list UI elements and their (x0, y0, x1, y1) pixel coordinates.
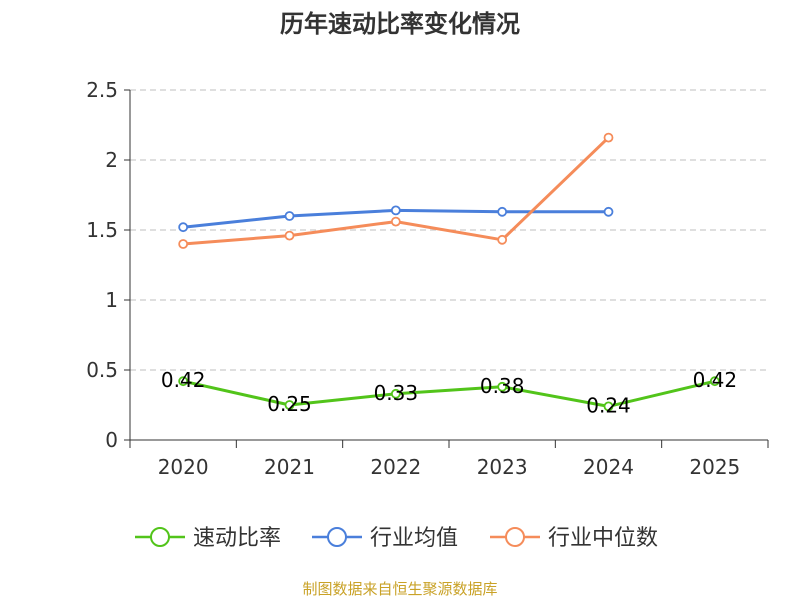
data-point (603, 132, 614, 143)
data-label: 0.42 (693, 368, 738, 392)
y-tick-label: 0.5 (86, 358, 118, 382)
data-label: 0.25 (267, 392, 312, 416)
data-point (178, 376, 189, 387)
data-point (178, 239, 189, 249)
series-line (182, 379, 716, 408)
data-point (390, 216, 401, 227)
legend-marker (327, 527, 347, 547)
data-point (497, 206, 508, 217)
legend-label: 速动比率 (193, 526, 281, 551)
data-point (390, 205, 401, 216)
data-label: 0.24 (586, 393, 631, 417)
legend-marker (505, 527, 525, 547)
data-point (497, 381, 508, 392)
data-point (284, 211, 295, 221)
y-tick-label: 1 (105, 288, 118, 312)
x-tick-label: 2025 (689, 455, 740, 479)
data-labels: 0.42 0.25 0.33 0.38 0.24 0.42 (161, 368, 737, 417)
source-note: 制图数据来自恒生聚源数据库 (302, 580, 497, 598)
chart-title: 历年速动比率变化情况 (280, 10, 520, 38)
x-tick-label: 2020 (158, 455, 209, 479)
data-point (284, 230, 295, 241)
x-tick-label: 2021 (264, 455, 315, 479)
y-tick-label: 0 (105, 428, 118, 452)
data-label: 0.38 (480, 374, 525, 398)
x-tick-label: 2022 (370, 455, 421, 479)
data-label: 0.42 (161, 368, 206, 392)
series-line (183, 136, 610, 246)
grid (130, 89, 768, 371)
data-point (178, 222, 189, 233)
legend-item[interactable]: 速动比率 (135, 526, 281, 551)
data-point (390, 388, 401, 399)
data-point (284, 400, 295, 410)
data-point (603, 206, 614, 217)
data-point (603, 401, 614, 412)
legend-item[interactable]: 行业中位数 (490, 526, 658, 551)
series-group (178, 132, 720, 412)
y-tick-label: 1.5 (86, 218, 118, 242)
y-tick-label: 2 (105, 148, 118, 172)
legend-label: 行业中位数 (548, 526, 658, 551)
data-label: 0.33 (374, 381, 419, 405)
legend[interactable]: 速动比率 行业均值 行业中位数 (135, 526, 658, 551)
data-point (497, 234, 508, 245)
axes: 0 0.5 1 1.5 2 2.5 2020 2021 2022 2023 2024 2025 (86, 78, 769, 479)
data-point (709, 376, 720, 387)
legend-item[interactable]: 行业均值 (312, 526, 458, 551)
legend-label: 行业均值 (370, 526, 458, 551)
x-tick-label: 2024 (583, 455, 634, 479)
y-tick-label: 2.5 (86, 78, 118, 102)
x-tick-label: 2023 (477, 455, 528, 479)
legend-marker (150, 527, 170, 547)
